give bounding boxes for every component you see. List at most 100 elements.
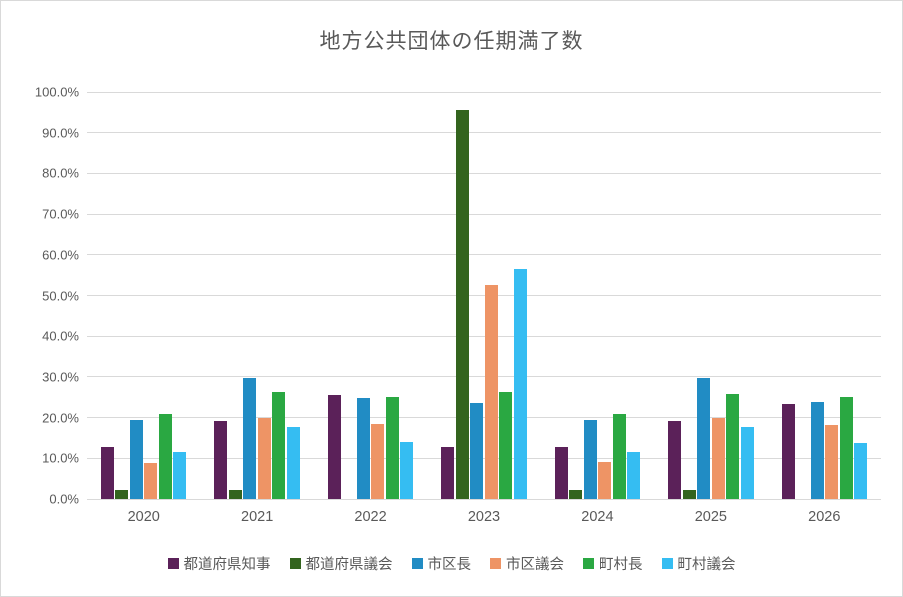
- bar-s5-2023: [513, 269, 527, 499]
- bar-s2-2022: [356, 398, 370, 499]
- bar-group-2025: [654, 92, 767, 499]
- bar-s5-2026: [854, 442, 868, 499]
- y-axis: 0.0% 10.0% 20.0% 30.0% 40.0% 50.0% 60.0% 70.0% 8…: [1, 85, 79, 507]
- bar-s4-2024: [612, 413, 626, 499]
- gridline: [87, 132, 881, 134]
- x-axis-label: 2021: [241, 509, 274, 525]
- legend-swatch-icon: [490, 558, 501, 569]
- legend-label: 町村議会: [677, 557, 736, 573]
- bar-groups: [87, 92, 881, 499]
- gridline: [87, 498, 881, 500]
- gridline: [87, 295, 881, 296]
- bar-s3-2022: [371, 424, 385, 499]
- bar-s3-2026: [825, 424, 839, 499]
- y-axis-label: 0.0%: [49, 491, 79, 507]
- bar-s3-2024: [598, 462, 612, 499]
- bar-s5-2022: [400, 442, 414, 499]
- legend-label: 都道府県議会: [305, 557, 393, 573]
- y-axis-label: 40.0%: [42, 328, 79, 344]
- x-axis-label: 2026: [808, 509, 841, 525]
- x-axis-label: 2024: [581, 509, 614, 525]
- bar-s2-2026: [810, 401, 824, 499]
- x-axis: 2020 2021 2022 2023 2024 2025 2026: [87, 509, 881, 533]
- legend-item-s2[interactable]: 市区長: [411, 553, 472, 574]
- y-axis-label: 20.0%: [42, 410, 79, 426]
- bar-s5-2020: [173, 451, 187, 499]
- y-axis-label: 100.0%: [34, 84, 79, 100]
- bar-s4-2022: [385, 397, 399, 499]
- gridline: [87, 213, 881, 215]
- bar-group-2021: [200, 92, 313, 499]
- legend-swatch-icon: [661, 558, 673, 569]
- y-axis-label: 80.0%: [42, 165, 79, 181]
- legend-label: 市区長: [427, 557, 472, 573]
- legend-item-s4[interactable]: 町村長: [583, 553, 643, 574]
- bar-s4-2021: [272, 391, 286, 499]
- x-axis-label: 2020: [127, 509, 160, 525]
- chart-title: 地方公共団体の任期満了数: [319, 30, 584, 53]
- bar-s0-2024: [554, 446, 568, 499]
- bar-s3-2023: [484, 285, 498, 499]
- legend-label: 町村長: [599, 557, 643, 573]
- bar-s0-2021: [214, 421, 228, 499]
- gridline: [87, 91, 881, 93]
- y-axis-label: 70.0%: [42, 206, 79, 222]
- x-axis-label: 2022: [354, 509, 387, 525]
- bar-s1-2024: [569, 490, 583, 499]
- bar-s0-2022: [327, 395, 341, 499]
- y-axis-label: 10.0%: [42, 450, 79, 466]
- y-axis-label: 60.0%: [42, 247, 79, 263]
- bar-s4-2026: [839, 397, 853, 499]
- x-axis-label: 2023: [467, 509, 501, 525]
- y-axis-label: 90.0%: [42, 125, 79, 141]
- bar-s1-2025: [682, 490, 696, 499]
- bar-s1-2023: [455, 109, 469, 499]
- bar-s0-2023: [441, 446, 455, 499]
- bar-s0-2025: [668, 421, 682, 499]
- gridline: [87, 172, 881, 174]
- legend-swatch-icon: [411, 558, 423, 569]
- legend-item-s0[interactable]: 都道府県知事: [167, 553, 271, 574]
- gridline: [87, 335, 881, 337]
- legend-item-s5[interactable]: 町村議会: [661, 553, 736, 574]
- bar-s0-2020: [100, 446, 114, 499]
- legend-item-s1[interactable]: 都道府県議会: [289, 553, 393, 574]
- legend-item-s3[interactable]: 市区議会: [490, 553, 564, 574]
- gridline: [87, 417, 881, 419]
- bar-s3-2020: [144, 462, 158, 499]
- bar-s2-2021: [243, 378, 257, 499]
- bar-s3-2021: [257, 418, 271, 499]
- bar-s1-2020: [115, 490, 129, 499]
- plot-area: [87, 91, 881, 500]
- bar-s4-2020: [158, 413, 172, 499]
- bar-s5-2021: [286, 427, 300, 499]
- bar-s2-2020: [129, 420, 143, 499]
- bar-s4-2023: [499, 392, 513, 499]
- bar-s5-2025: [740, 426, 754, 499]
- bar-group-2026: [768, 92, 881, 499]
- y-axis-label: 30.0%: [42, 369, 79, 385]
- gridline: [87, 376, 881, 378]
- bar-group-2024: [541, 92, 654, 499]
- bar-s2-2025: [697, 378, 711, 499]
- gridline: [87, 457, 881, 459]
- y-axis-label: 50.0%: [42, 288, 79, 303]
- legend: 都道府県知事 都道府県議会 市区長 市区議会 町村長 町村議会: [1, 553, 902, 574]
- bar-s2-2023: [470, 402, 484, 499]
- bar-s1-2021: [228, 490, 242, 499]
- legend-swatch-icon: [289, 558, 301, 569]
- bar-s0-2026: [781, 403, 795, 499]
- legend-swatch-icon: [167, 558, 179, 569]
- bar-s3-2025: [711, 418, 725, 499]
- bar-group-2020: [87, 92, 200, 499]
- legend-label: 都道府県知事: [183, 557, 271, 573]
- bar-group-2023: [427, 92, 540, 499]
- x-axis-label: 2025: [694, 509, 727, 525]
- bar-group-2022: [314, 92, 427, 499]
- bar-s4-2025: [726, 394, 740, 499]
- bar-s5-2024: [627, 451, 641, 499]
- bar-s2-2024: [583, 419, 597, 499]
- gridline: [87, 254, 881, 256]
- legend-label: 市区議会: [506, 557, 564, 573]
